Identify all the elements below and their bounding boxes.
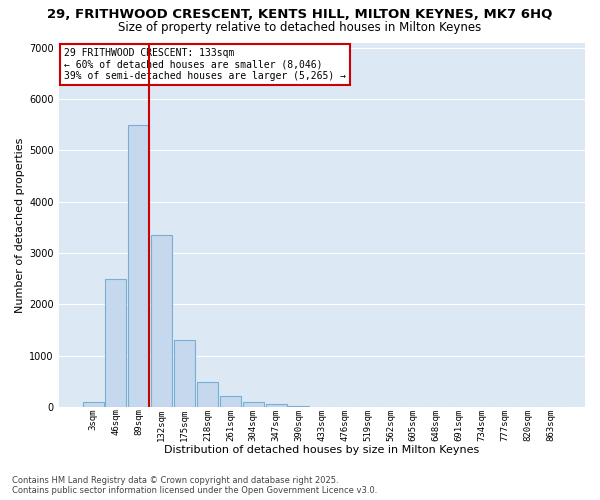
Text: Size of property relative to detached houses in Milton Keynes: Size of property relative to detached ho… — [118, 21, 482, 34]
Bar — [220, 396, 241, 407]
Text: Contains HM Land Registry data © Crown copyright and database right 2025.
Contai: Contains HM Land Registry data © Crown c… — [12, 476, 377, 495]
Bar — [128, 124, 149, 407]
Text: 29, FRITHWOOD CRESCENT, KENTS HILL, MILTON KEYNES, MK7 6HQ: 29, FRITHWOOD CRESCENT, KENTS HILL, MILT… — [47, 8, 553, 20]
Bar — [197, 382, 218, 407]
Bar — [106, 279, 127, 407]
Y-axis label: Number of detached properties: Number of detached properties — [15, 137, 25, 312]
Bar — [151, 235, 172, 407]
Text: 29 FRITHWOOD CRESCENT: 133sqm
← 60% of detached houses are smaller (8,046)
39% o: 29 FRITHWOOD CRESCENT: 133sqm ← 60% of d… — [64, 48, 346, 81]
Bar — [266, 404, 287, 407]
Bar — [289, 406, 310, 407]
X-axis label: Distribution of detached houses by size in Milton Keynes: Distribution of detached houses by size … — [164, 445, 479, 455]
Bar — [174, 340, 195, 407]
Bar — [83, 402, 104, 407]
Bar — [242, 402, 264, 407]
